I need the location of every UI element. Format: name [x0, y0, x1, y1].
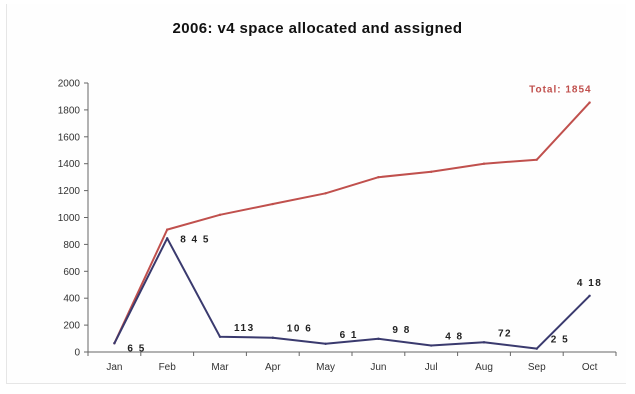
data-point [113, 342, 116, 345]
data-point [324, 342, 327, 345]
x-tick-label: Apr [265, 362, 281, 373]
data-point [430, 344, 433, 347]
data-label: 2 5 [551, 335, 569, 346]
data-point [218, 335, 222, 339]
x-tick-label: May [316, 362, 335, 373]
y-tick-label: 2000 [58, 79, 81, 90]
data-label: 8 4 5 [180, 234, 210, 245]
data-point [588, 101, 591, 104]
x-tick-label: Jun [370, 362, 386, 373]
data-point [377, 337, 380, 341]
data-point [588, 294, 591, 297]
data-point [166, 228, 169, 231]
y-axis-ticks: 0 200 400 600 800 1000 1200 1400 1600 1800 2000 [58, 79, 88, 359]
series-line-allocated [113, 101, 591, 344]
data-label: 10 6 [287, 324, 312, 335]
total-annotation: Total: 1854 [529, 85, 592, 96]
y-tick-label: 800 [63, 240, 80, 251]
data-label: 4 8 [445, 332, 463, 343]
chart-frame [6, 4, 626, 384]
x-tick-label: Sep [528, 362, 546, 373]
data-point [166, 237, 169, 240]
data-point [535, 158, 538, 161]
data-label: 72 [498, 328, 512, 339]
y-tick-label: 600 [63, 267, 80, 278]
data-point [271, 202, 274, 206]
data-point [482, 341, 486, 344]
y-tick-label: 1000 [58, 213, 81, 224]
data-point [218, 213, 222, 217]
y-tick-label: 1800 [58, 105, 81, 116]
data-point [482, 162, 486, 165]
x-axis-ticks: Jan Feb Mar Apr May Jun Jul Aug Sep Oct [87, 352, 617, 373]
data-label: 9 8 [392, 325, 410, 336]
x-tick-label: Aug [475, 362, 493, 373]
data-point [377, 175, 380, 179]
x-tick-label: Jan [106, 362, 122, 373]
x-tick-label: Oct [582, 362, 598, 373]
x-tick-label: Jul [425, 362, 438, 373]
y-tick-label: 200 [63, 321, 80, 332]
chart-title: 2006: v4 space allocated and assigned [172, 20, 463, 37]
chart-axes [87, 83, 616, 353]
y-tick-label: 0 [74, 348, 80, 359]
x-tick-label: Feb [159, 362, 177, 373]
series-line-assigned [113, 237, 591, 350]
y-tick-label: 1200 [58, 186, 81, 197]
data-label: 4 18 [577, 278, 602, 289]
data-label: 113 [234, 323, 255, 334]
data-point [271, 336, 274, 339]
data-label: 6 1 [340, 330, 358, 341]
data-point [324, 192, 327, 195]
y-tick-label: 400 [63, 294, 80, 305]
data-label: 6 5 [127, 343, 145, 354]
y-tick-label: 1400 [58, 159, 81, 170]
data-labels: Total: 1854 6 5 8 4 5 113 10 6 6 1 9 8 4 8 72 2 5… [127, 85, 602, 355]
series-lines [113, 101, 591, 350]
data-point [535, 347, 538, 350]
y-tick-label: 1600 [58, 132, 81, 143]
x-tick-label: Mar [211, 362, 229, 373]
data-point [430, 170, 433, 173]
